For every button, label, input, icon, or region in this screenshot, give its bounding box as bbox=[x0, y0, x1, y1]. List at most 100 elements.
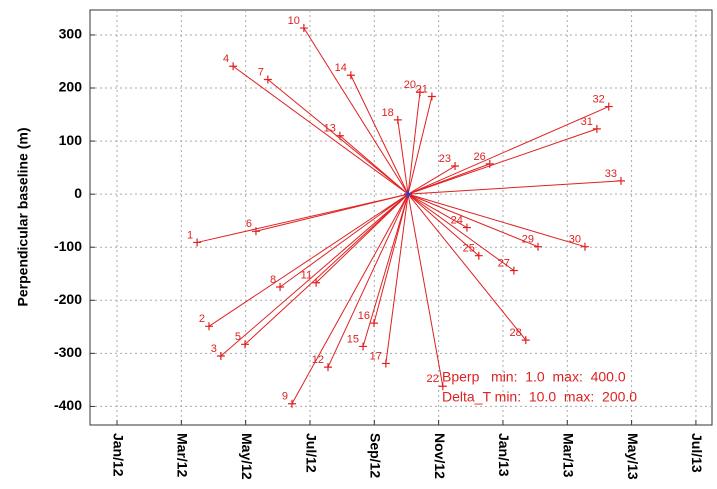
annotation: Delta_T min: 10.0 max: 200.0 bbox=[442, 389, 637, 405]
connection bbox=[407, 106, 609, 195]
point-label: 13 bbox=[324, 123, 336, 135]
y-tick-label: 0 bbox=[74, 185, 82, 201]
point-label: 31 bbox=[581, 116, 593, 128]
connection bbox=[232, 65, 409, 195]
y-axis-label: Perpendicular baseline (m) bbox=[15, 128, 31, 307]
connection bbox=[397, 119, 409, 195]
point-label: 15 bbox=[347, 333, 359, 345]
y-tick-label: -100 bbox=[54, 238, 82, 254]
x-tick-label: Sep/12 bbox=[368, 433, 384, 478]
connection bbox=[407, 193, 468, 229]
point-label: 25 bbox=[463, 243, 475, 255]
connection bbox=[267, 79, 409, 195]
point bbox=[474, 251, 483, 260]
point-label: 33 bbox=[605, 168, 617, 180]
point bbox=[276, 283, 285, 292]
point bbox=[393, 115, 402, 124]
connection bbox=[315, 193, 409, 284]
connection bbox=[220, 193, 409, 357]
point bbox=[359, 342, 368, 351]
connection bbox=[407, 194, 444, 387]
point-label: 21 bbox=[416, 83, 428, 95]
connection bbox=[407, 165, 456, 195]
point-label: 18 bbox=[382, 107, 394, 119]
point-label: 17 bbox=[370, 350, 382, 362]
point bbox=[381, 359, 390, 368]
point-label: 5 bbox=[235, 331, 241, 343]
y-tick-label: 200 bbox=[59, 79, 83, 95]
point bbox=[216, 352, 225, 361]
reference-point bbox=[404, 190, 413, 199]
point-label: 4 bbox=[223, 53, 229, 65]
point-label: 30 bbox=[569, 234, 581, 246]
connection bbox=[362, 194, 409, 347]
point-label: 6 bbox=[246, 218, 252, 230]
connection bbox=[196, 193, 409, 243]
y-tick-label: 300 bbox=[59, 26, 83, 42]
y-tick-label: -200 bbox=[54, 291, 82, 307]
point bbox=[251, 227, 260, 236]
connection bbox=[244, 193, 409, 345]
x-tick-label: Jul/13 bbox=[689, 433, 705, 473]
connection bbox=[350, 75, 409, 195]
point bbox=[485, 159, 494, 168]
x-tick-label: May/13 bbox=[625, 433, 641, 480]
point-label: 22 bbox=[427, 373, 439, 385]
point bbox=[204, 322, 213, 331]
point bbox=[312, 278, 321, 287]
point bbox=[241, 340, 250, 349]
point bbox=[415, 88, 424, 97]
x-tick-label: Mar/12 bbox=[175, 433, 191, 478]
connection bbox=[279, 193, 409, 288]
point-label: 32 bbox=[593, 93, 605, 105]
x-tick-label: Nov/12 bbox=[432, 433, 448, 479]
point-label: 28 bbox=[510, 327, 522, 339]
point bbox=[193, 238, 202, 247]
x-tick-label: May/12 bbox=[239, 433, 255, 480]
connection bbox=[339, 135, 409, 195]
x-tick-label: Mar/13 bbox=[561, 433, 577, 478]
point bbox=[263, 75, 272, 84]
point-label: 12 bbox=[312, 354, 324, 366]
point bbox=[335, 131, 344, 140]
connection bbox=[373, 194, 409, 324]
point-label: 2 bbox=[199, 313, 205, 325]
y-tick-label: 100 bbox=[59, 132, 83, 148]
connection bbox=[208, 193, 409, 327]
point-label: 24 bbox=[451, 214, 463, 226]
connection bbox=[291, 193, 409, 405]
point-label: 20 bbox=[404, 79, 416, 91]
y-tick-label: -400 bbox=[54, 397, 82, 413]
point bbox=[592, 124, 601, 133]
point-label: 9 bbox=[282, 391, 288, 403]
point-label: 11 bbox=[301, 270, 312, 282]
point bbox=[462, 223, 471, 232]
connection bbox=[407, 128, 598, 195]
connection bbox=[407, 92, 421, 195]
point-label: 26 bbox=[474, 151, 486, 163]
point-label: 10 bbox=[288, 15, 300, 27]
point-label: 1 bbox=[187, 229, 193, 241]
point-label: 16 bbox=[358, 310, 370, 322]
point bbox=[616, 176, 625, 185]
annotation: Bperp min: 1.0 max: 400.0 bbox=[442, 369, 626, 385]
point bbox=[299, 24, 308, 33]
point-label: 14 bbox=[335, 62, 347, 74]
point-label: 23 bbox=[439, 153, 451, 165]
y-tick-label: -300 bbox=[54, 344, 82, 360]
connection bbox=[408, 180, 622, 195]
point bbox=[346, 71, 355, 80]
connection bbox=[407, 193, 515, 271]
point-label: 7 bbox=[258, 66, 264, 78]
point bbox=[451, 162, 460, 171]
point bbox=[369, 319, 378, 328]
point bbox=[427, 92, 436, 101]
point bbox=[287, 399, 296, 408]
x-tick-label: Jan/13 bbox=[496, 433, 512, 477]
connection bbox=[407, 193, 527, 341]
connection bbox=[327, 193, 409, 368]
connection bbox=[407, 193, 586, 248]
point bbox=[604, 102, 613, 111]
point bbox=[534, 242, 543, 251]
